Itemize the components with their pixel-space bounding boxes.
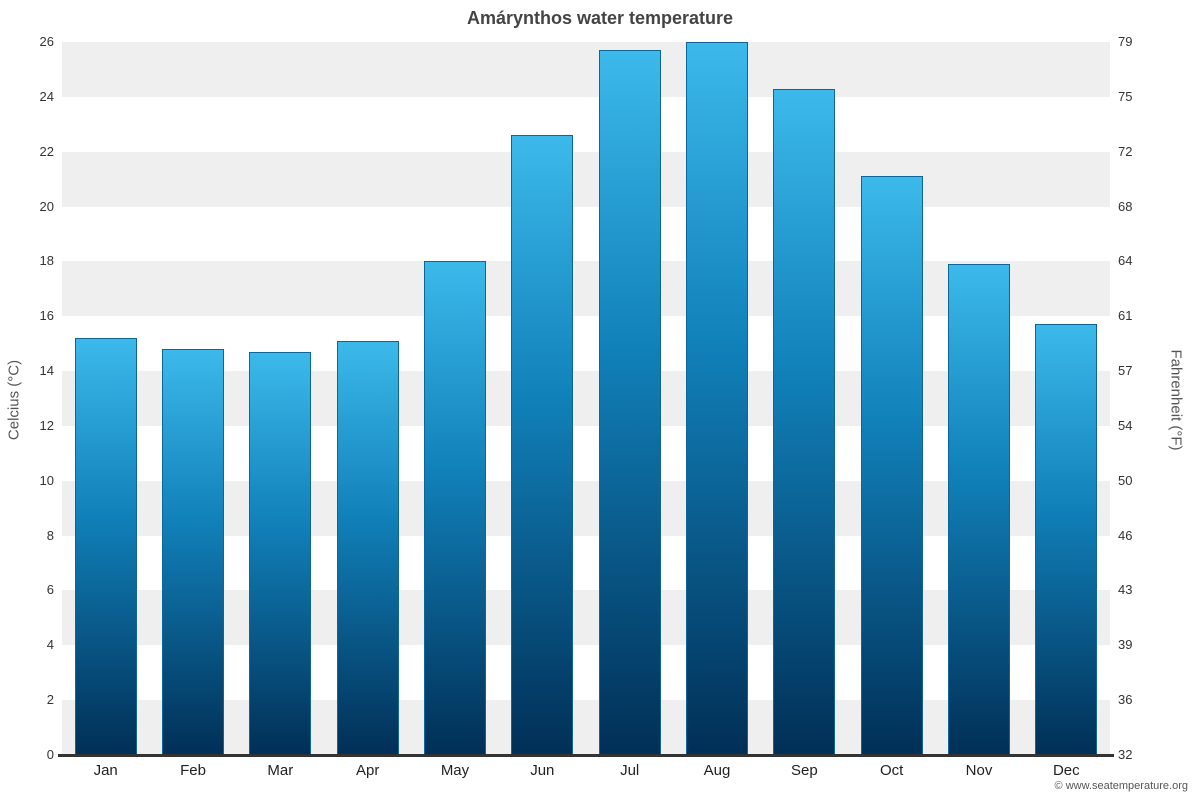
bar-dec[interactable]	[1035, 324, 1098, 755]
x-tick-sep: Sep	[790, 762, 818, 779]
grid-band	[62, 261, 1110, 317]
x-tick-dec: Dec	[1052, 762, 1080, 779]
fahrenheit-tick-46: 46	[1118, 527, 1133, 543]
fahrenheit-tick-39: 39	[1118, 637, 1133, 653]
bar-apr[interactable]	[336, 340, 399, 755]
bar-sep[interactable]	[773, 88, 836, 755]
celsius-tick-8: 8	[46, 527, 54, 543]
x-axis-line	[58, 754, 1114, 757]
x-tick-nov: Nov	[965, 762, 993, 779]
grid-band	[62, 151, 1110, 207]
grid-band	[62, 480, 1110, 536]
fahrenheit-tick-32: 32	[1118, 747, 1133, 762]
grid-band	[62, 425, 1110, 481]
fahrenheit-tick-36: 36	[1118, 692, 1133, 708]
grid-band	[62, 316, 1110, 372]
grid-band	[62, 206, 1110, 262]
celsius-tick-26: 26	[39, 34, 54, 49]
fahrenheit-tick-43: 43	[1118, 582, 1133, 598]
celsius-tick-4: 4	[46, 637, 54, 653]
x-tick-jul: Jul	[620, 762, 640, 779]
x-tick-jun: Jun	[530, 762, 555, 779]
fahrenheit-tick-57: 57	[1118, 363, 1133, 379]
celsius-tick-22: 22	[39, 143, 54, 159]
x-tick-feb: Feb	[180, 762, 206, 779]
fahrenheit-tick-50: 50	[1118, 472, 1133, 488]
bar-jul[interactable]	[598, 50, 661, 755]
x-tick-oct: Oct	[879, 762, 904, 779]
chart-title: Amárynthos water temperature	[466, 8, 734, 28]
celsius-tick-16: 16	[39, 308, 54, 324]
celsius-tick-6: 6	[46, 582, 54, 598]
grid-band	[62, 96, 1110, 152]
celsius-tick-20: 20	[39, 198, 54, 214]
bar-may[interactable]	[423, 261, 486, 755]
bar-feb[interactable]	[161, 349, 224, 755]
celsius-tick-14: 14	[39, 363, 54, 379]
grid-band	[62, 371, 1110, 426]
bar-mar[interactable]	[249, 351, 312, 755]
grid-band	[62, 700, 1110, 755]
x-tick-jan: Jan	[93, 762, 118, 779]
celsius-tick-12: 12	[39, 417, 54, 433]
celsius-tick-0: 0	[46, 747, 54, 762]
fahrenheit-tick-75: 75	[1118, 88, 1133, 104]
bar-aug[interactable]	[685, 42, 748, 755]
grid-band	[62, 42, 1110, 97]
fahrenheit-tick-61: 61	[1118, 308, 1133, 324]
fahrenheit-tick-79: 79	[1118, 34, 1133, 49]
x-tick-mar: Mar	[267, 762, 294, 779]
fahrenheit-tick-54: 54	[1118, 417, 1133, 433]
celsius-tick-2: 2	[46, 692, 54, 708]
celsius-tick-10: 10	[39, 472, 54, 488]
fahrenheit-tick-72: 72	[1118, 143, 1133, 159]
celsius-tick-24: 24	[39, 88, 54, 104]
bar-oct[interactable]	[860, 176, 923, 755]
fahrenheit-axis-title: Fahrenheit (°F)	[1167, 349, 1185, 451]
x-tick-apr: Apr	[355, 762, 380, 779]
celsius-tick-18: 18	[39, 253, 54, 269]
bar-jun[interactable]	[511, 135, 574, 755]
grid-band	[62, 535, 1110, 591]
copyright-text: © www.seatemperature.org	[1054, 780, 1188, 792]
plot-area	[62, 42, 1110, 755]
fahrenheit-tick-68: 68	[1118, 198, 1133, 214]
x-tick-may: May	[440, 762, 470, 779]
grid-band	[62, 590, 1110, 646]
grid-band	[62, 645, 1110, 701]
bar-nov[interactable]	[947, 264, 1010, 755]
fahrenheit-tick-64: 64	[1118, 253, 1133, 269]
bar-jan[interactable]	[74, 338, 137, 755]
x-tick-aug: Aug	[703, 762, 731, 779]
